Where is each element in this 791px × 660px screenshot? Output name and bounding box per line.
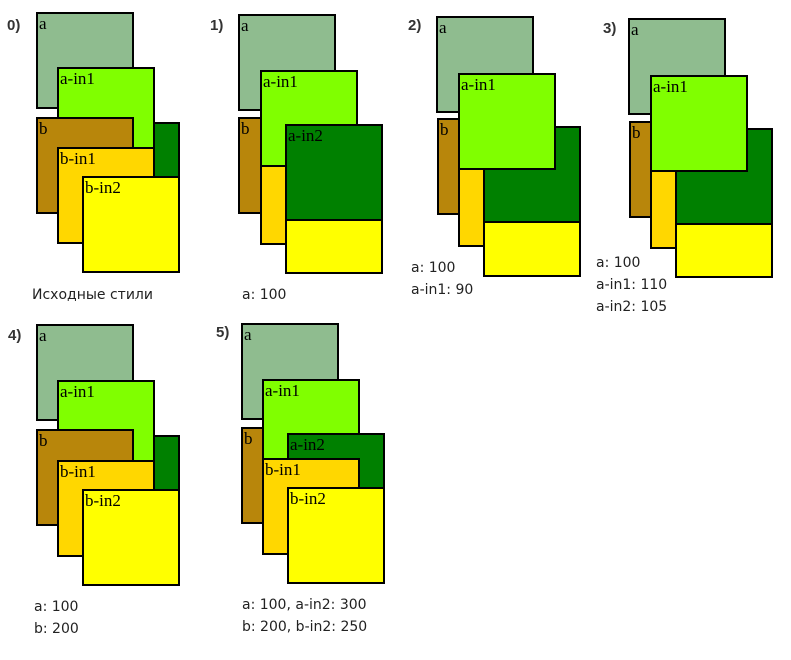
box-label: b xyxy=(39,119,48,138)
caption-line: a: 100 xyxy=(242,287,287,303)
caption-line: a: 100 xyxy=(34,599,79,615)
box-label: b-in2 xyxy=(85,491,121,510)
box-b-in2: b-in2 xyxy=(82,489,180,586)
box-label: b xyxy=(39,431,48,450)
box-label: a-in1 xyxy=(263,72,298,91)
box-label: a xyxy=(244,325,252,344)
box-label: a xyxy=(39,326,47,345)
box-a-in1: a-in1 xyxy=(458,73,556,170)
box-label: a-in2 xyxy=(290,435,325,454)
box-a-in1: a-in1 xyxy=(260,70,358,167)
panel-caption: a: 100 a-in1: 110 a-in2: 105 xyxy=(596,252,667,318)
panel-number: 3) xyxy=(603,20,617,37)
panel-caption: Исходные стили xyxy=(32,284,153,306)
panel-number: 4) xyxy=(8,327,22,344)
panel-caption: a: 100 b: 200 xyxy=(34,596,79,640)
caption-line: a: 100 xyxy=(411,260,456,276)
box-label: b xyxy=(244,429,253,448)
box-label: a xyxy=(39,14,47,33)
panel-number: 5) xyxy=(216,324,230,341)
box-label: a-in1 xyxy=(653,77,688,96)
box-a-in1: a-in1 xyxy=(650,75,748,172)
box-label: a xyxy=(241,16,249,35)
box-label: b xyxy=(241,119,250,138)
panel-number: 2) xyxy=(408,17,422,34)
box-label: a-in1 xyxy=(60,382,95,401)
box-a-in2: a-in2 xyxy=(285,124,383,221)
caption-line: Исходные стили xyxy=(32,287,153,303)
caption-line: a-in1: 110 xyxy=(596,277,668,293)
box-label: a-in1 xyxy=(60,69,95,88)
box-label: a xyxy=(439,18,447,37)
caption-line: a: 100 xyxy=(596,255,641,271)
panel-caption: a: 100, a-in2: 300 b: 200, b-in2: 250 xyxy=(242,594,367,638)
panel-number: 1) xyxy=(210,17,224,34)
box-b-in2: b-in2 xyxy=(82,176,180,273)
box-label: b-in2 xyxy=(85,178,121,197)
box-label: b-in1 xyxy=(265,460,301,479)
caption-line: a-in1: 90 xyxy=(411,282,474,298)
box-label: b xyxy=(632,123,641,142)
box-label: b xyxy=(440,120,449,139)
box-label: a-in1 xyxy=(265,381,300,400)
box-label: b-in1 xyxy=(60,462,96,481)
box-label: a-in1 xyxy=(461,75,496,94)
caption-line: a: 100, a-in2: 300 xyxy=(242,597,367,613)
panel-number: 0) xyxy=(7,17,21,34)
box-label: a-in2 xyxy=(288,126,323,145)
box-label: b-in2 xyxy=(290,489,326,508)
panel-caption: a: 100 xyxy=(242,284,286,306)
box-b-in2: b-in2 xyxy=(287,487,385,584)
caption-line: a-in2: 105 xyxy=(596,299,668,315)
box-label: a xyxy=(631,20,639,39)
box-label: b-in1 xyxy=(60,149,96,168)
panel-caption: a: 100 a-in1: 90 xyxy=(411,257,473,301)
caption-line: b: 200, b-in2: 250 xyxy=(242,619,368,635)
caption-line: b: 200 xyxy=(34,621,79,637)
